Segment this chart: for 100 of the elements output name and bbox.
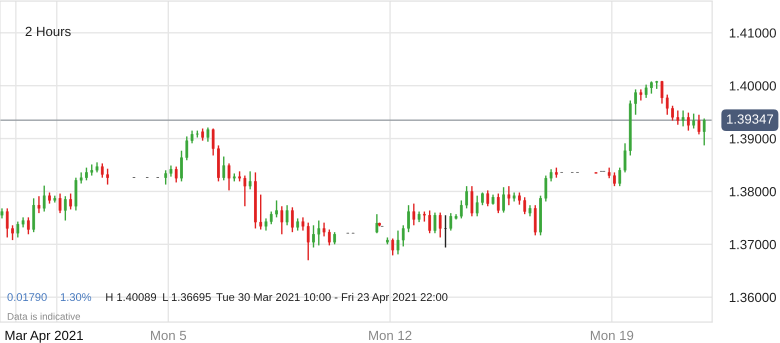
annotation: H 1.40089: [106, 293, 156, 302]
candlestick: [470, 185, 474, 217]
candlestick: [264, 218, 268, 232]
candlestick: [164, 170, 168, 186]
candlestick: [100, 162, 104, 178]
candlestick: [502, 186, 505, 214]
candlestick: [185, 136, 188, 161]
y-tick-label: 1.41000: [730, 28, 776, 38]
candlestick: [476, 194, 479, 217]
candlestick: [375, 213, 378, 234]
candlestick: [666, 94, 669, 116]
candlestick: [660, 80, 664, 104]
x-tick-label: Mon 12: [369, 330, 412, 340]
candlestick: [286, 204, 288, 226]
candlestick: [492, 194, 494, 206]
candlestick: [523, 196, 526, 215]
candlestick: [6, 208, 9, 238]
candlestick: [608, 166, 611, 179]
candlestick: [650, 80, 653, 94]
candlestick: [676, 110, 680, 126]
candlestick: [69, 192, 72, 210]
candlestick: [465, 185, 468, 210]
candlestick: [534, 204, 537, 236]
candlestick: [196, 130, 199, 138]
candlestick: [618, 166, 622, 187]
candlestick: [48, 192, 51, 204]
candlestick: [328, 228, 331, 246]
candlestick: [80, 172, 83, 184]
candlestick: [290, 206, 294, 233]
candlestick: [639, 88, 642, 102]
candlestick: [434, 212, 436, 234]
candlestick: [190, 130, 194, 144]
candlestick: [180, 150, 183, 182]
candlestick: [507, 185, 510, 206]
candlestick: [280, 206, 284, 235]
candlestick: [306, 222, 310, 261]
candlestick: [206, 126, 210, 142]
x-tick-label: Mon 5: [151, 330, 186, 340]
candlestick: [613, 172, 616, 187]
y-tick-label: 1.39000: [730, 134, 776, 144]
annotation: Data is indicative: [8, 312, 80, 320]
candlestick: [544, 174, 548, 202]
candlestick: [518, 192, 521, 206]
candlestick: [90, 164, 94, 176]
candlestick: [449, 212, 452, 232]
candlestick: [396, 230, 400, 256]
candlestick: [333, 231, 336, 246]
candlestick: [438, 212, 442, 238]
candlestick: [312, 224, 315, 248]
candlestick: [170, 164, 172, 178]
candlestick: [671, 105, 674, 122]
candlestick: [496, 192, 500, 214]
candlestick: [26, 216, 30, 235]
annotation: Tue 30 Mar 2021 10:00 - Fri 23 Apr 2021 22:00: [216, 292, 448, 304]
candlestick: [402, 224, 405, 248]
candlestick: [702, 118, 706, 146]
annotation: L 1.36695: [163, 293, 211, 302]
candlestick: [243, 174, 246, 207]
candlestick: [42, 184, 46, 212]
y-tick-label: 1.40000: [730, 81, 776, 91]
candlestick: [259, 194, 262, 230]
candlestick: [85, 166, 88, 182]
y-tick-label: 1.37000: [730, 240, 776, 250]
y-tick-label: 1.38000: [730, 187, 776, 196]
x-tick-label: Mon 19: [590, 330, 634, 340]
candlestick: [0, 208, 4, 220]
candlestick: [444, 214, 447, 248]
x-tick-label: Mar: [6, 330, 27, 340]
candlestick: [692, 112, 696, 130]
candlestick: [238, 170, 241, 182]
candlestick: [248, 170, 252, 190]
candlestick: [174, 166, 178, 184]
candlestick: [58, 192, 62, 214]
candlestick: [486, 190, 490, 207]
candlestick: [270, 210, 273, 225]
candlestick: [481, 192, 484, 206]
candlestick: [16, 220, 20, 238]
candlestick: [22, 216, 24, 228]
candlestick: [391, 238, 394, 256]
candlestick: [428, 210, 432, 234]
candlestick: [460, 200, 463, 220]
candlestick: [644, 84, 648, 99]
candlestick: [302, 216, 304, 232]
candlestick: [554, 166, 558, 178]
candlestick: [222, 156, 226, 182]
candlestick: [106, 168, 109, 186]
candlestick: [686, 112, 690, 132]
annotation: 1.30%: [60, 293, 92, 302]
candlestick: [682, 110, 684, 128]
candlestick: [528, 204, 532, 217]
candlestick: [407, 204, 410, 233]
candlestick: [418, 210, 420, 223]
candlestick: [275, 200, 278, 218]
candlestick: [412, 202, 416, 226]
candlestick: [634, 88, 637, 116]
candlestick: [228, 162, 230, 192]
candlestick: [96, 162, 98, 174]
candlestick: [64, 196, 67, 222]
candlestick: [201, 128, 204, 142]
annotation: 0.01790: [7, 293, 47, 302]
